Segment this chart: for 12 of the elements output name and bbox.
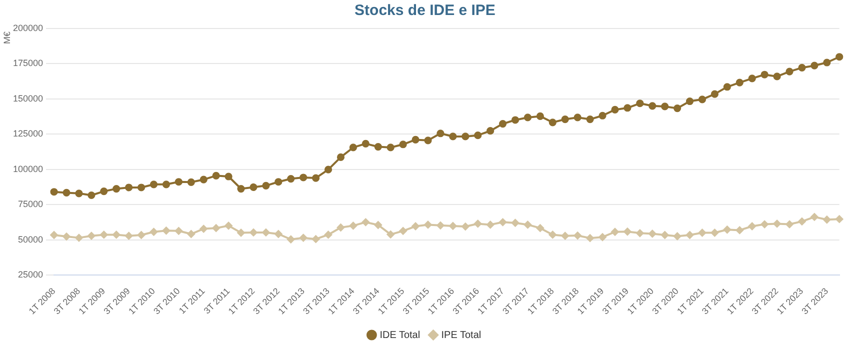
chart-title: Stocks de IDE e IPE: [354, 2, 496, 19]
y-tick-label: 25000: [18, 269, 44, 280]
y-tick-label: 200000: [12, 22, 44, 33]
legend-label: IDE Total: [380, 330, 420, 341]
y-tick-label: 100000: [12, 164, 44, 174]
y-tick-label: 175000: [12, 58, 44, 68]
y-tick-label: 75000: [18, 199, 44, 210]
y-tick-label: 50000: [18, 234, 44, 244]
y-axis-title: M€: [2, 31, 12, 44]
y-tick-label: 125000: [12, 128, 44, 139]
y-tick-label: 150000: [12, 93, 44, 104]
legend-label: IPE Total: [441, 330, 482, 341]
